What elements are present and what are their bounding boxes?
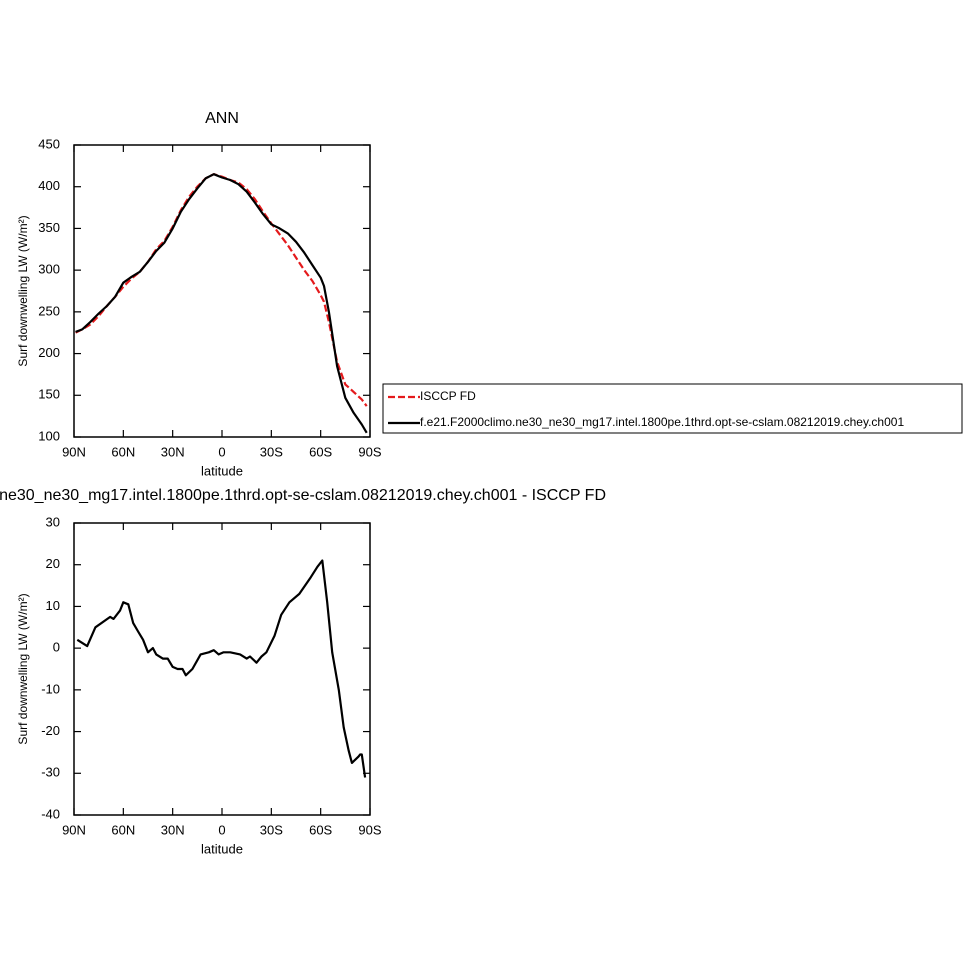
y-tick-label: -10 <box>41 681 60 696</box>
x-tick-label: 60N <box>111 822 135 837</box>
legend-label: f.e21.F2000climo.ne30_ne30_mg17.intel.18… <box>420 415 904 429</box>
y-tick-label: 20 <box>46 556 60 571</box>
x-tick-label: 0 <box>218 444 225 459</box>
data-line <box>75 173 368 434</box>
y-tick-label: 450 <box>38 136 60 151</box>
x-axis-label: latitude <box>201 841 243 856</box>
y-axis-label: Surf downwelling LW (W/m²) <box>16 593 30 744</box>
x-tick-label: 90S <box>358 822 381 837</box>
y-tick-label: 10 <box>46 598 60 613</box>
plot-frame <box>73 522 371 816</box>
y-tick-label: -20 <box>41 723 60 738</box>
x-tick-label: 60N <box>111 444 135 459</box>
x-tick-label: 30N <box>161 822 185 837</box>
y-tick-label: 400 <box>38 178 60 193</box>
y-tick-label: 200 <box>38 345 60 360</box>
y-tick-label: 300 <box>38 262 60 277</box>
x-tick-label: 60S <box>309 444 332 459</box>
x-tick-label: 90S <box>358 444 381 459</box>
y-tick-label: -30 <box>41 765 60 780</box>
legend-label: ISCCP FD <box>420 389 476 403</box>
data-line <box>76 559 367 778</box>
x-tick-label: 90N <box>62 444 86 459</box>
y-tick-label: 30 <box>46 514 60 529</box>
legend-box <box>382 383 963 434</box>
y-tick-label: 0 <box>53 640 60 655</box>
y-axis-label: Surf downwelling LW (W/m²) <box>16 215 30 366</box>
y-tick-label: 350 <box>38 220 60 235</box>
chart-title: ANN <box>205 110 239 127</box>
x-tick-label: 30N <box>161 444 185 459</box>
x-tick-label: 30S <box>260 822 283 837</box>
y-tick-label: 250 <box>38 303 60 318</box>
chart-title: f.e21.F2000climo.ne30_ne30_mg17.intel.18… <box>0 487 606 504</box>
x-axis-label: latitude <box>201 463 243 478</box>
y-tick-label: 100 <box>38 428 60 443</box>
x-tick-label: 60S <box>309 822 332 837</box>
x-tick-label: 0 <box>218 822 225 837</box>
y-tick-label: 150 <box>38 387 60 402</box>
x-tick-label: 90N <box>62 822 86 837</box>
y-tick-label: -40 <box>41 806 60 821</box>
x-tick-label: 30S <box>260 444 283 459</box>
